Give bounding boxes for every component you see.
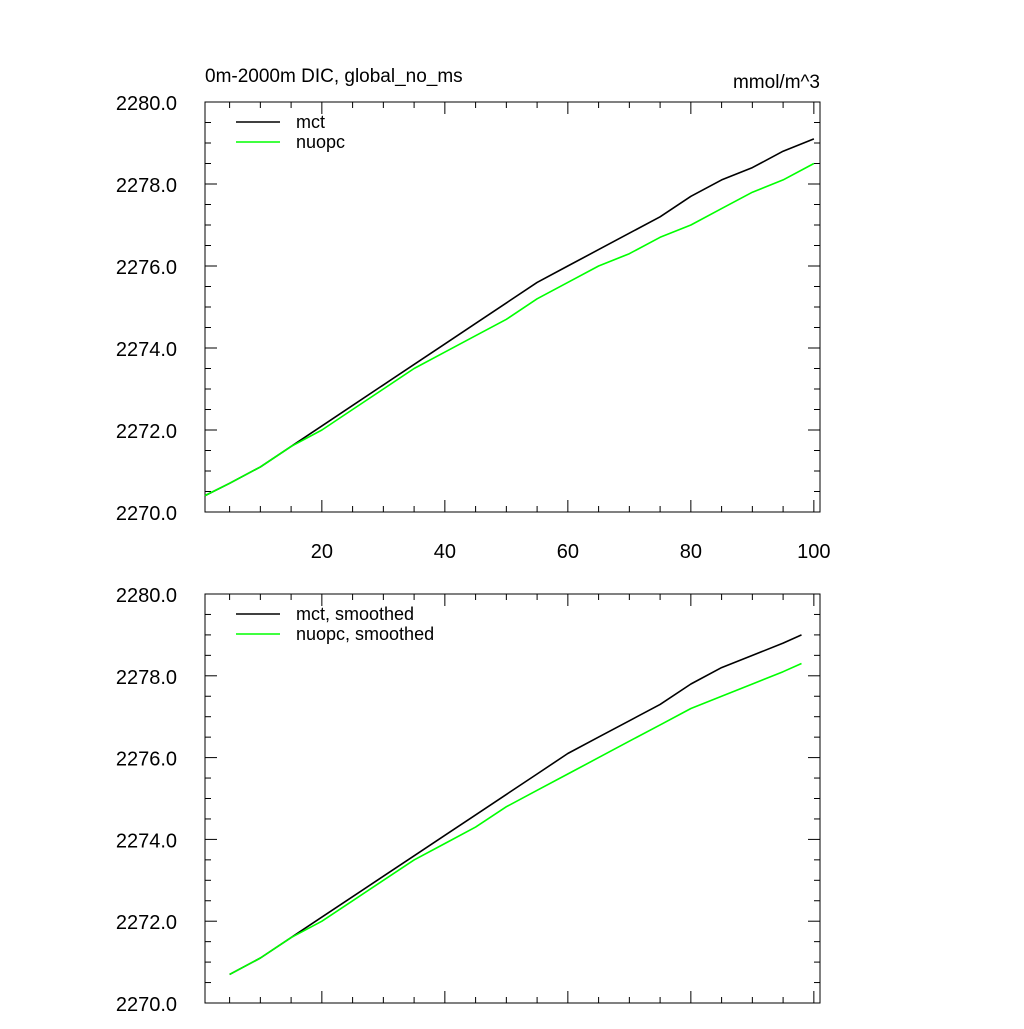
y-tick-label: 2276.0 bbox=[116, 257, 177, 279]
y-tick-label: 2274.0 bbox=[116, 830, 177, 852]
panel-2: 2270.0 2272.0 2274.0 2276.0 2278.0 2280.0 mct,… bbox=[116, 585, 821, 1016]
y-tick-label: 2272.0 bbox=[116, 912, 177, 934]
y-tick-label: 2270.0 bbox=[116, 503, 177, 525]
y-tick-label: 2280.0 bbox=[116, 585, 177, 607]
units-label: mmol/m^3 bbox=[733, 72, 820, 93]
legend-label: nuopc bbox=[296, 132, 345, 152]
x-tick-label: 20 bbox=[311, 541, 333, 563]
y-tick-label: 2274.0 bbox=[116, 339, 177, 361]
series-line-1 bbox=[229, 634, 802, 976]
legend-label: mct, smoothed bbox=[296, 604, 414, 624]
chart-title: 0m-2000m DIC, global_no_ms bbox=[205, 66, 463, 87]
x-tick-label: 40 bbox=[434, 541, 456, 563]
y-tick-label: 2276.0 bbox=[116, 749, 177, 771]
x-tick-label: 60 bbox=[557, 541, 579, 563]
plot-frame bbox=[204, 593, 821, 1004]
y-tick-label: 2272.0 bbox=[116, 421, 177, 443]
legend-label: nuopc, smoothed bbox=[296, 624, 434, 644]
y-tick-label: 2278.0 bbox=[116, 175, 177, 197]
series-line-2 bbox=[204, 162, 815, 497]
panel-1: 2270.0 2272.0 2274.0 2276.0 2278.0 2280.0 20 40… bbox=[116, 66, 831, 563]
y-tick-label: 2270.0 bbox=[116, 994, 177, 1016]
legend-label: mct bbox=[296, 112, 325, 132]
y-tick-label: 2278.0 bbox=[116, 667, 177, 689]
plot-frame bbox=[204, 101, 821, 513]
y-tick-label: 2280.0 bbox=[116, 93, 177, 115]
series-line-1 bbox=[204, 138, 815, 497]
series-line-2 bbox=[229, 662, 802, 976]
x-tick-label: 100 bbox=[797, 541, 830, 563]
x-tick-label: 80 bbox=[680, 541, 702, 563]
